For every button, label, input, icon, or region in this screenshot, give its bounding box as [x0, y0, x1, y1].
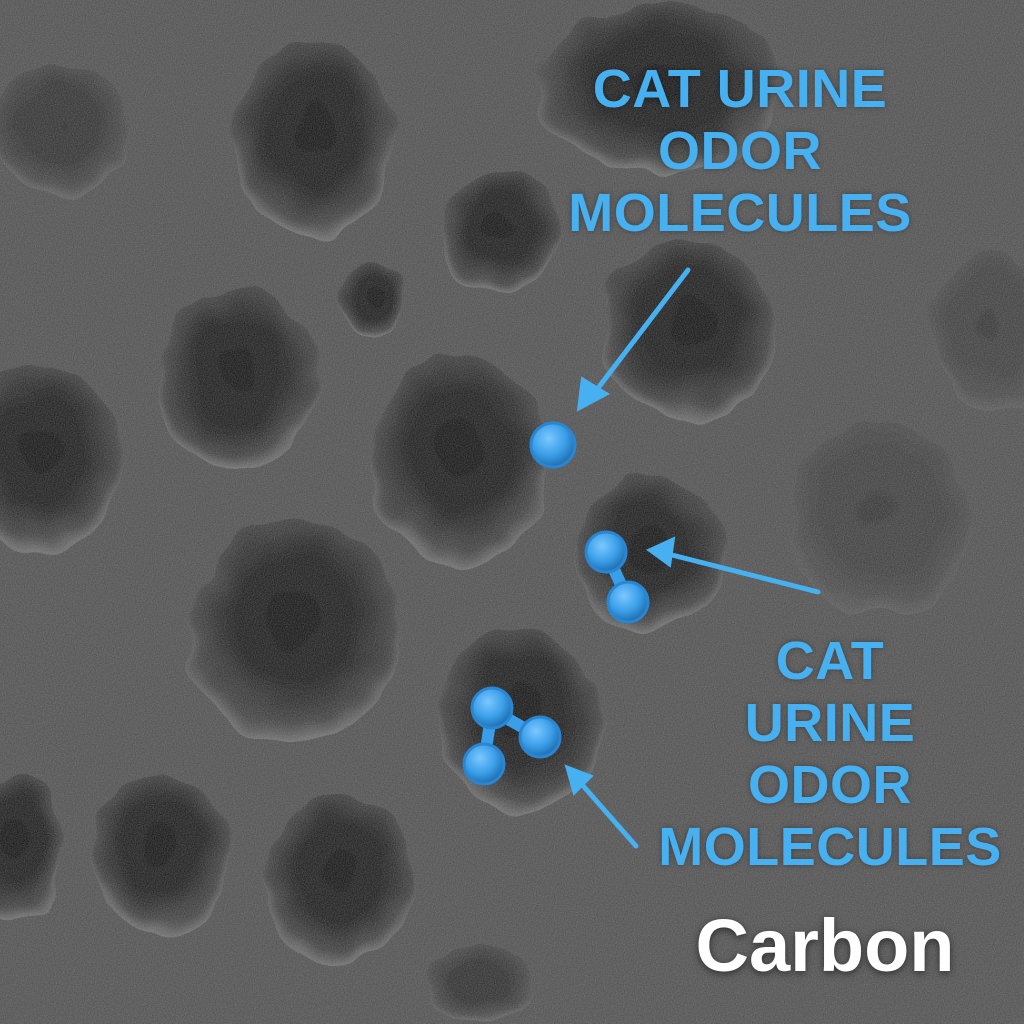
label-bottom: CAT URINE ODOR MOLECULES	[630, 630, 1024, 878]
label-bottom-line: CAT	[775, 631, 885, 691]
molecule-pair	[584, 530, 650, 624]
arrows	[564, 267, 821, 849]
label-top-line: MOLECULES	[568, 183, 912, 243]
label-top: CAT URINE ODOR MOLECULES	[520, 58, 960, 244]
arrow-top	[576, 267, 691, 412]
label-bottom-line: MOLECULES	[658, 817, 1002, 877]
molecule-triple	[462, 686, 562, 786]
label-top-line: CAT URINE	[592, 59, 888, 119]
arrow-bottom	[564, 764, 639, 849]
odor-molecules	[462, 421, 650, 786]
label-bottom-line: URINE	[744, 693, 916, 753]
label-top-line: ODOR	[658, 121, 822, 181]
molecule-single	[529, 421, 577, 469]
material-label: Carbon	[695, 904, 955, 987]
arrow-middle	[646, 536, 821, 595]
label-bottom-line: ODOR	[748, 755, 912, 815]
